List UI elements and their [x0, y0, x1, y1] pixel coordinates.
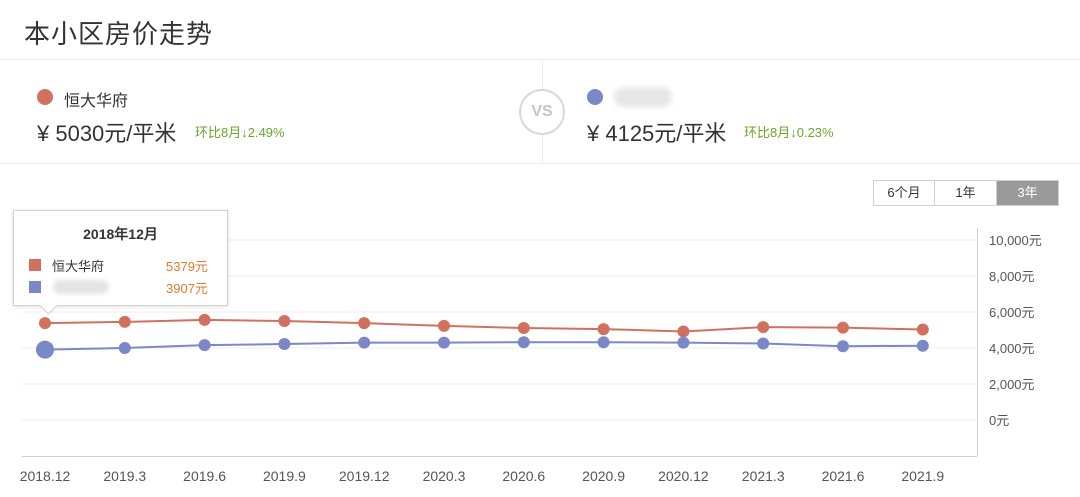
- tooltip-name-right-redacted: [53, 280, 109, 294]
- data-point: [757, 321, 770, 334]
- y-tick-label: 2,000元: [989, 377, 1035, 392]
- data-point: [438, 336, 450, 349]
- range-tabs: 6个月 1年 3年: [873, 180, 1059, 206]
- estate-left[interactable]: 恒大华府 ¥ 5030元/平米 环比8月↓2.49%: [0, 60, 540, 164]
- data-point: [358, 317, 371, 330]
- data-point: [118, 342, 131, 354]
- x-tick-label: 2020.9: [582, 468, 625, 484]
- x-tick-label: 2020.3: [423, 468, 466, 484]
- y-tick-label: 6,000元: [989, 305, 1035, 320]
- title-bar: 本小区房价走势: [0, 0, 1080, 60]
- data-point: [597, 336, 610, 349]
- estate-right[interactable]: ¥ 4125元/平米 环比8月↓0.23%: [543, 60, 1080, 164]
- y-tick-label: 10,000元: [989, 233, 1042, 248]
- tab-1-year[interactable]: 1年: [935, 181, 997, 205]
- legend-dot-left: [37, 89, 53, 105]
- estate-left-name: 恒大华府: [64, 93, 129, 110]
- data-point: [278, 338, 291, 351]
- tab-6-months[interactable]: 6个月: [874, 181, 935, 205]
- x-tick-label: 2019.6: [183, 468, 226, 484]
- data-point: [916, 339, 929, 352]
- x-tick-label: 2021.6: [822, 468, 865, 484]
- x-tick-label: 2021.3: [742, 468, 785, 484]
- vs-badge: VS: [519, 89, 565, 135]
- y-tick-label: 8,000元: [989, 269, 1035, 284]
- tooltip-row-right: 3907元: [29, 278, 219, 296]
- x-tick-label: 2020.6: [502, 468, 545, 484]
- x-tick-label: 2019.12: [339, 468, 390, 484]
- y-tick-label: 4,000元: [989, 341, 1035, 356]
- tooltip-row-left: 恒大华府 5379元: [29, 256, 219, 274]
- series-line-1: [44, 318, 923, 333]
- estate-right-mom-change: 环比8月↓0.23%: [744, 125, 834, 140]
- tooltip-swatch-right: [29, 281, 41, 293]
- page-title: 本小区房价走势: [24, 19, 214, 49]
- chart-tooltip: 2018年12月 恒大华府 5379元 3907元: [13, 210, 228, 306]
- tooltip-title: 2018年12月: [83, 226, 158, 242]
- tooltip-value-right: 3907元: [166, 281, 208, 296]
- data-point: [916, 323, 929, 336]
- tooltip-name-left: 恒大华府: [52, 259, 105, 274]
- tooltip-swatch-left: [29, 259, 41, 271]
- tab-3-years[interactable]: 3年: [997, 181, 1058, 205]
- data-point: [837, 340, 849, 353]
- estate-right-name-redacted: [614, 87, 672, 107]
- estate-left-price: ¥ 5030元/平米: [37, 121, 177, 146]
- x-tick-label: 2020.12: [658, 468, 709, 484]
- data-point: [837, 321, 849, 334]
- data-point: [198, 339, 211, 352]
- data-point: [517, 322, 530, 335]
- data-point: [597, 323, 610, 336]
- data-point: [517, 336, 530, 349]
- data-point: [39, 317, 51, 330]
- x-tick-label: 2018.12: [20, 468, 71, 484]
- estate-left-mom-change: 环比8月↓2.49%: [195, 125, 285, 140]
- x-tick-label: 2019.9: [263, 468, 306, 484]
- x-tick-label: 2021.9: [901, 468, 944, 484]
- data-point: [677, 336, 690, 349]
- estate-right-price: ¥ 4125元/平米: [587, 121, 727, 146]
- data-point: [278, 315, 291, 327]
- y-tick-label: 0元: [989, 413, 1009, 428]
- data-point: [198, 313, 211, 326]
- data-point: [438, 319, 450, 332]
- data-point: [358, 336, 371, 349]
- price-trend-chart: 10,000元 8,000元 6,000元 4,000元 2,000元 0元 2018.12…: [20, 228, 1042, 484]
- data-point: [757, 337, 770, 350]
- legend-dot-right: [587, 89, 603, 105]
- series-line-2: [44, 341, 923, 351]
- tooltip-value-left: 5379元: [166, 259, 208, 274]
- data-point: [36, 340, 54, 359]
- data-point: [677, 325, 690, 338]
- x-tick-label: 2019.3: [103, 468, 146, 484]
- compare-panel: 恒大华府 ¥ 5030元/平米 环比8月↓2.49% VS ¥ 4125元/平米…: [0, 60, 1080, 164]
- data-point: [118, 315, 131, 328]
